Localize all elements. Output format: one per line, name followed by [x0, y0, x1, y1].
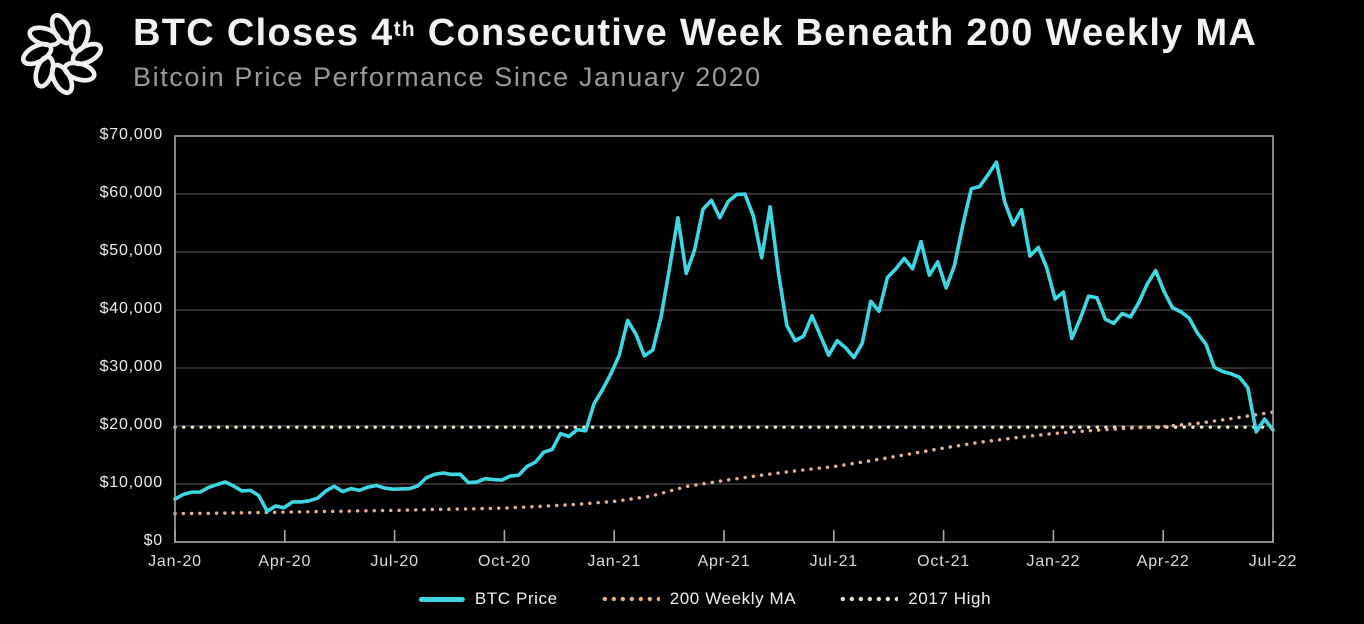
x-axis-label: Oct-21 [917, 553, 970, 570]
x-axis-label: Oct-20 [477, 553, 531, 570]
x-axis-label: Apr-22 [1136, 553, 1190, 570]
y-axis-label: $70,000 [99, 126, 163, 143]
y-axis-label: $30,000 [99, 358, 163, 375]
title-superscript: th [393, 17, 416, 41]
y-axis-label: $50,000 [99, 242, 163, 259]
x-axis-label: Jul-22 [1248, 553, 1298, 570]
x-axis-label: Jan-22 [1026, 553, 1081, 570]
x-axis-label: Jul-21 [809, 553, 858, 570]
title-text-rest: Consecutive Week Beneath 200 Weekly MA [415, 12, 1258, 54]
knot-wreath-logo-icon [20, 12, 104, 96]
page-title: BTC Closes 4th Consecutive Week Beneath … [133, 12, 1257, 55]
ma-dotted-line-swatch-icon [601, 596, 660, 602]
x-axis-label: Apr-20 [258, 553, 312, 570]
price-chart [173, 135, 1275, 543]
legend-label: 2017 High [908, 589, 992, 608]
y-axis-label: $0 [143, 532, 163, 549]
legend-item-btc-price: BTC Price [418, 589, 558, 609]
y-axis-label: $40,000 [99, 300, 163, 317]
page-subtitle: Bitcoin Price Performance Since January … [133, 62, 762, 92]
legend-item-200-weekly-ma: 200 Weekly MA [601, 589, 797, 609]
title-text: BTC Closes 4 [133, 12, 394, 54]
y-axis-label: $60,000 [99, 184, 163, 201]
chart-legend: BTC Price 200 Weekly MA 2017 High [418, 589, 991, 609]
legend-label: BTC Price [474, 589, 558, 608]
x-axis-label: Jan-21 [587, 553, 642, 570]
x-axis-label: Apr-21 [697, 553, 751, 570]
x-axis-label: Jan-20 [148, 553, 202, 570]
y-axis-label: $20,000 [99, 416, 163, 433]
btc-price-line-swatch-icon [418, 596, 465, 602]
y-axis-label: $10,000 [99, 474, 163, 491]
legend-item-2017-high: 2017 High [840, 589, 991, 609]
high-dotted-line-swatch-icon [840, 596, 899, 602]
legend-label: 200 Weekly MA [669, 589, 797, 608]
x-axis-label: Jul-20 [370, 553, 419, 570]
